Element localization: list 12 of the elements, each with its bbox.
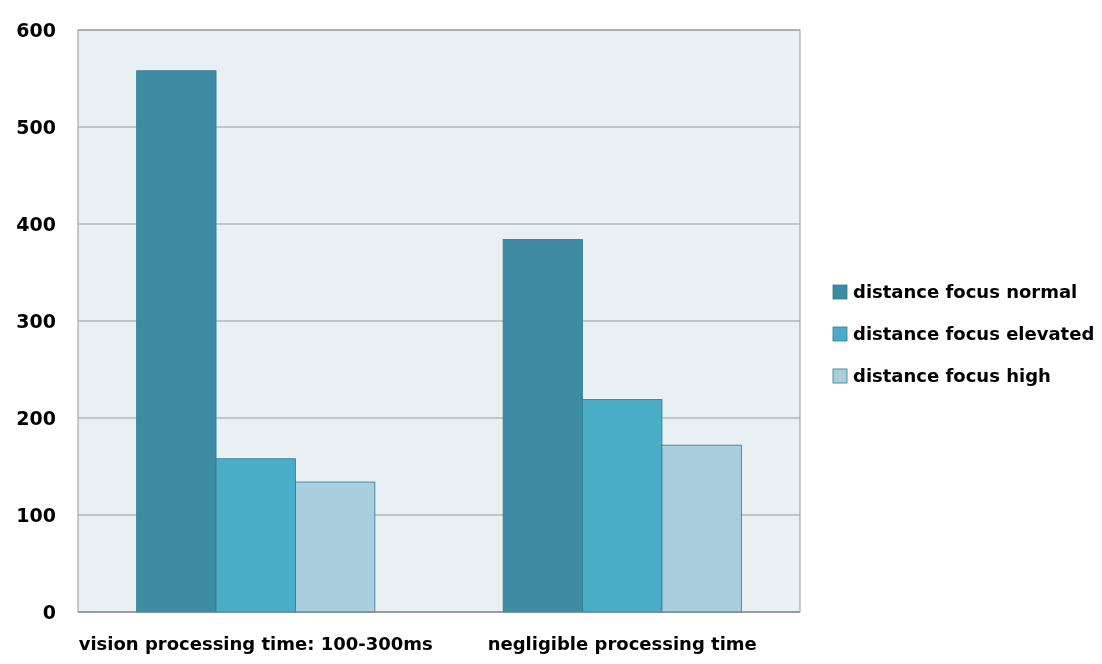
y-tick-label: 0: [42, 600, 56, 623]
legend-label: distance focus normal: [853, 281, 1078, 303]
y-tick-label: 600: [16, 18, 56, 41]
y-tick-label: 200: [16, 406, 56, 429]
x-tick-label: vision processing time: 100-300ms: [78, 633, 433, 654]
legend-label: distance focus high: [853, 365, 1051, 387]
y-tick-label: 300: [16, 309, 56, 332]
y-tick-label: 100: [16, 503, 56, 526]
legend-label: distance focus elevated: [853, 323, 1095, 345]
y-tick-label: 500: [16, 115, 56, 138]
x-tick-label: negligible processing time: [487, 633, 757, 654]
y-tick-label: 400: [16, 212, 56, 235]
